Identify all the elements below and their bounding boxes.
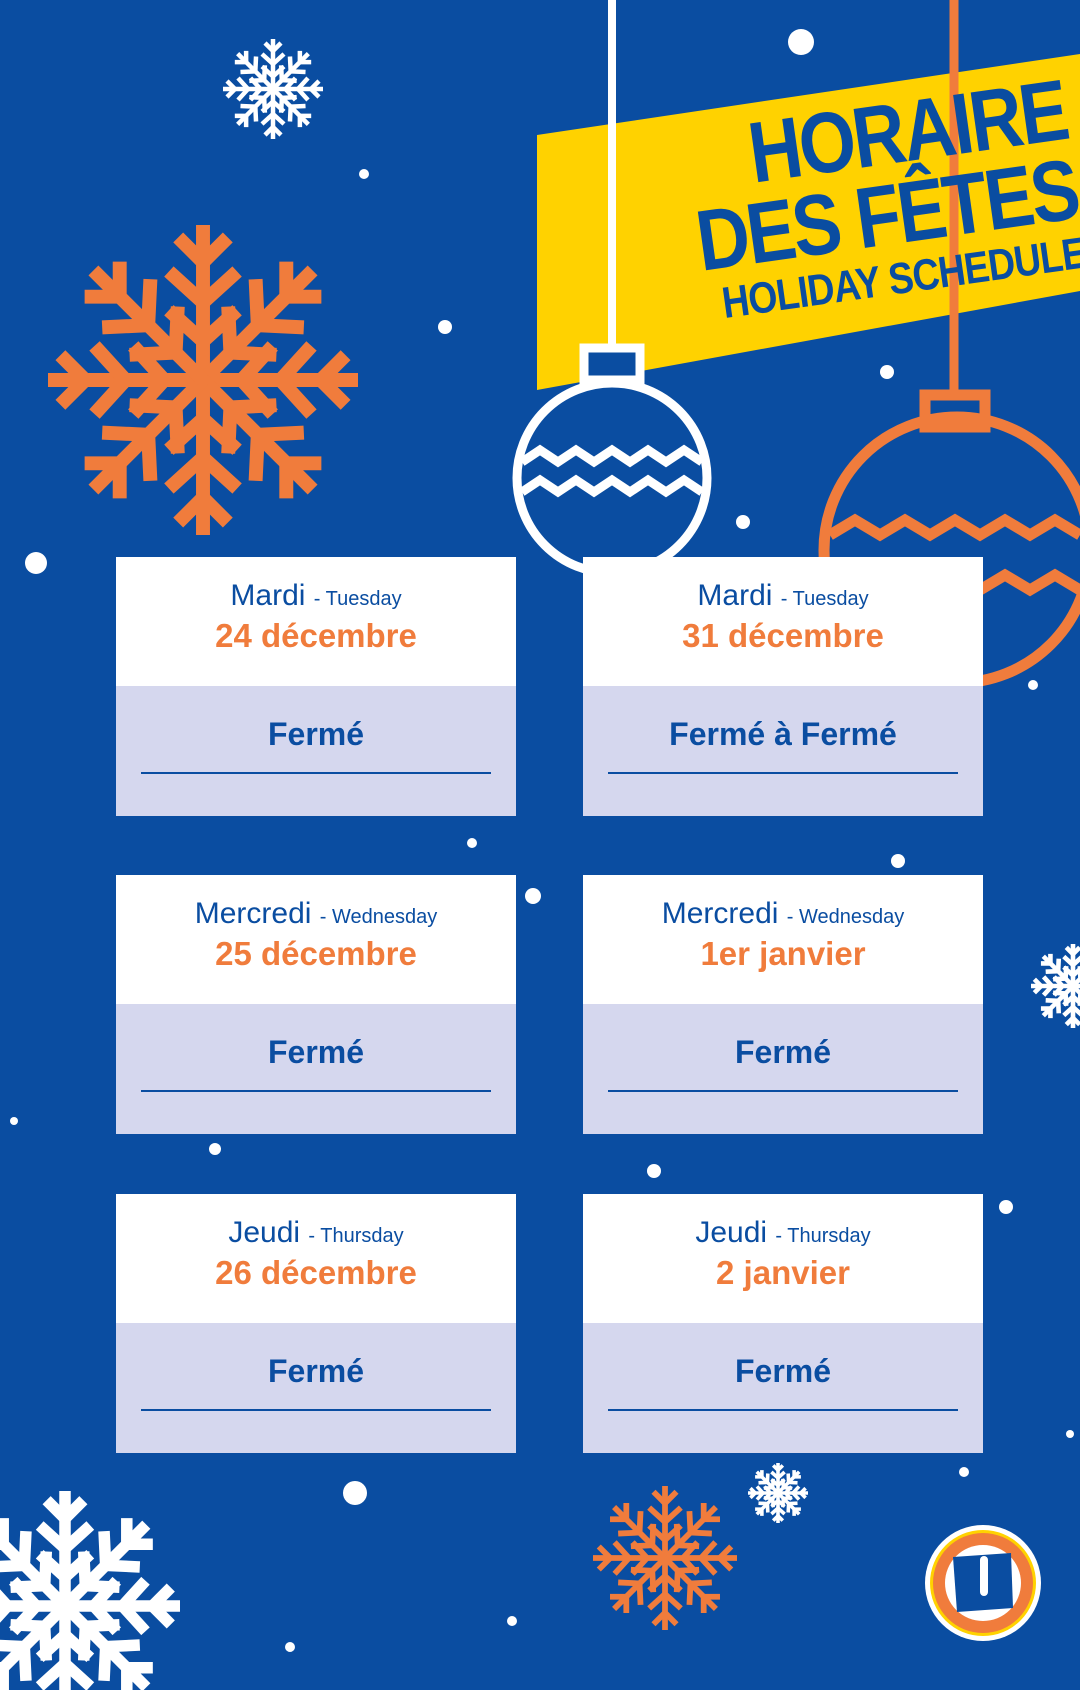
- snow-dots: [10, 29, 1074, 1652]
- day-name: Mardi - Tuesday: [116, 557, 516, 616]
- hours: Fermé: [734, 1034, 832, 1070]
- store-logo: [925, 1525, 1041, 1641]
- day-name: Jeudi - Thursday: [116, 1194, 516, 1253]
- day-name-en: - Wednesday: [319, 906, 438, 928]
- date: 24 décembre: [215, 617, 417, 654]
- day-name: Mardi - Tuesday: [583, 557, 983, 616]
- divider: [608, 1090, 958, 1092]
- day-name-fr: Jeudi: [228, 1216, 301, 1249]
- white-ornament-icon: [512, 343, 712, 578]
- day-name-fr: Mercredi: [194, 897, 312, 930]
- schedule-card: Mercredi - Wednesday 1er janvier Fermé: [583, 875, 983, 1134]
- divider: [608, 772, 958, 774]
- day-name-fr: Mercredi: [661, 897, 779, 930]
- schedule-card: Mercredi - Wednesday 25 décembre Fermé: [116, 875, 516, 1134]
- date: 31 décembre: [682, 617, 884, 654]
- date: 25 décembre: [215, 935, 417, 972]
- day-name-fr: Mardi: [230, 579, 306, 612]
- day-name-en: - Thursday: [775, 1225, 871, 1247]
- schedule-card: Mardi - Tuesday 31 décembre Fermé à Ferm…: [583, 557, 983, 816]
- day-name-en: - Tuesday: [780, 588, 869, 610]
- hours: Fermé: [267, 1353, 365, 1389]
- date: 1er janvier: [700, 935, 866, 972]
- day-name-en: - Thursday: [308, 1225, 404, 1247]
- divider: [608, 1409, 958, 1411]
- hours: Fermé: [267, 1034, 365, 1070]
- orange-snowflake-icon: [593, 1486, 737, 1630]
- divider: [141, 772, 491, 774]
- date: 26 décembre: [215, 1254, 417, 1291]
- day-name: Mercredi - Wednesday: [116, 875, 516, 934]
- white-snowflake-icon: [1031, 944, 1080, 1028]
- orange-snowflake-icon: [48, 225, 358, 535]
- day-name-fr: Jeudi: [695, 1216, 768, 1249]
- hours: Fermé à Fermé: [669, 716, 897, 752]
- day-name-fr: Mardi: [697, 579, 773, 612]
- white-snowflake-icon: [748, 1463, 808, 1523]
- title-banner: [537, 54, 1080, 390]
- day-name-en: - Wednesday: [786, 906, 905, 928]
- schedule-card: Jeudi - Thursday 26 décembre Fermé: [116, 1194, 516, 1453]
- hours: Fermé: [734, 1353, 832, 1389]
- schedule-card: Mardi - Tuesday 24 décembre Fermé: [116, 557, 516, 816]
- day-name: Jeudi - Thursday: [583, 1194, 983, 1253]
- day-name-en: - Tuesday: [313, 588, 402, 610]
- hours: Fermé: [267, 716, 365, 752]
- day-name: Mercredi - Wednesday: [583, 875, 983, 934]
- divider: [141, 1090, 491, 1092]
- white-snowflake-icon: [223, 39, 323, 139]
- schedule-card: Jeudi - Thursday 2 janvier Fermé: [583, 1194, 983, 1453]
- white-snowflake-icon: [0, 1491, 180, 1690]
- date: 2 janvier: [716, 1254, 850, 1291]
- divider: [141, 1409, 491, 1411]
